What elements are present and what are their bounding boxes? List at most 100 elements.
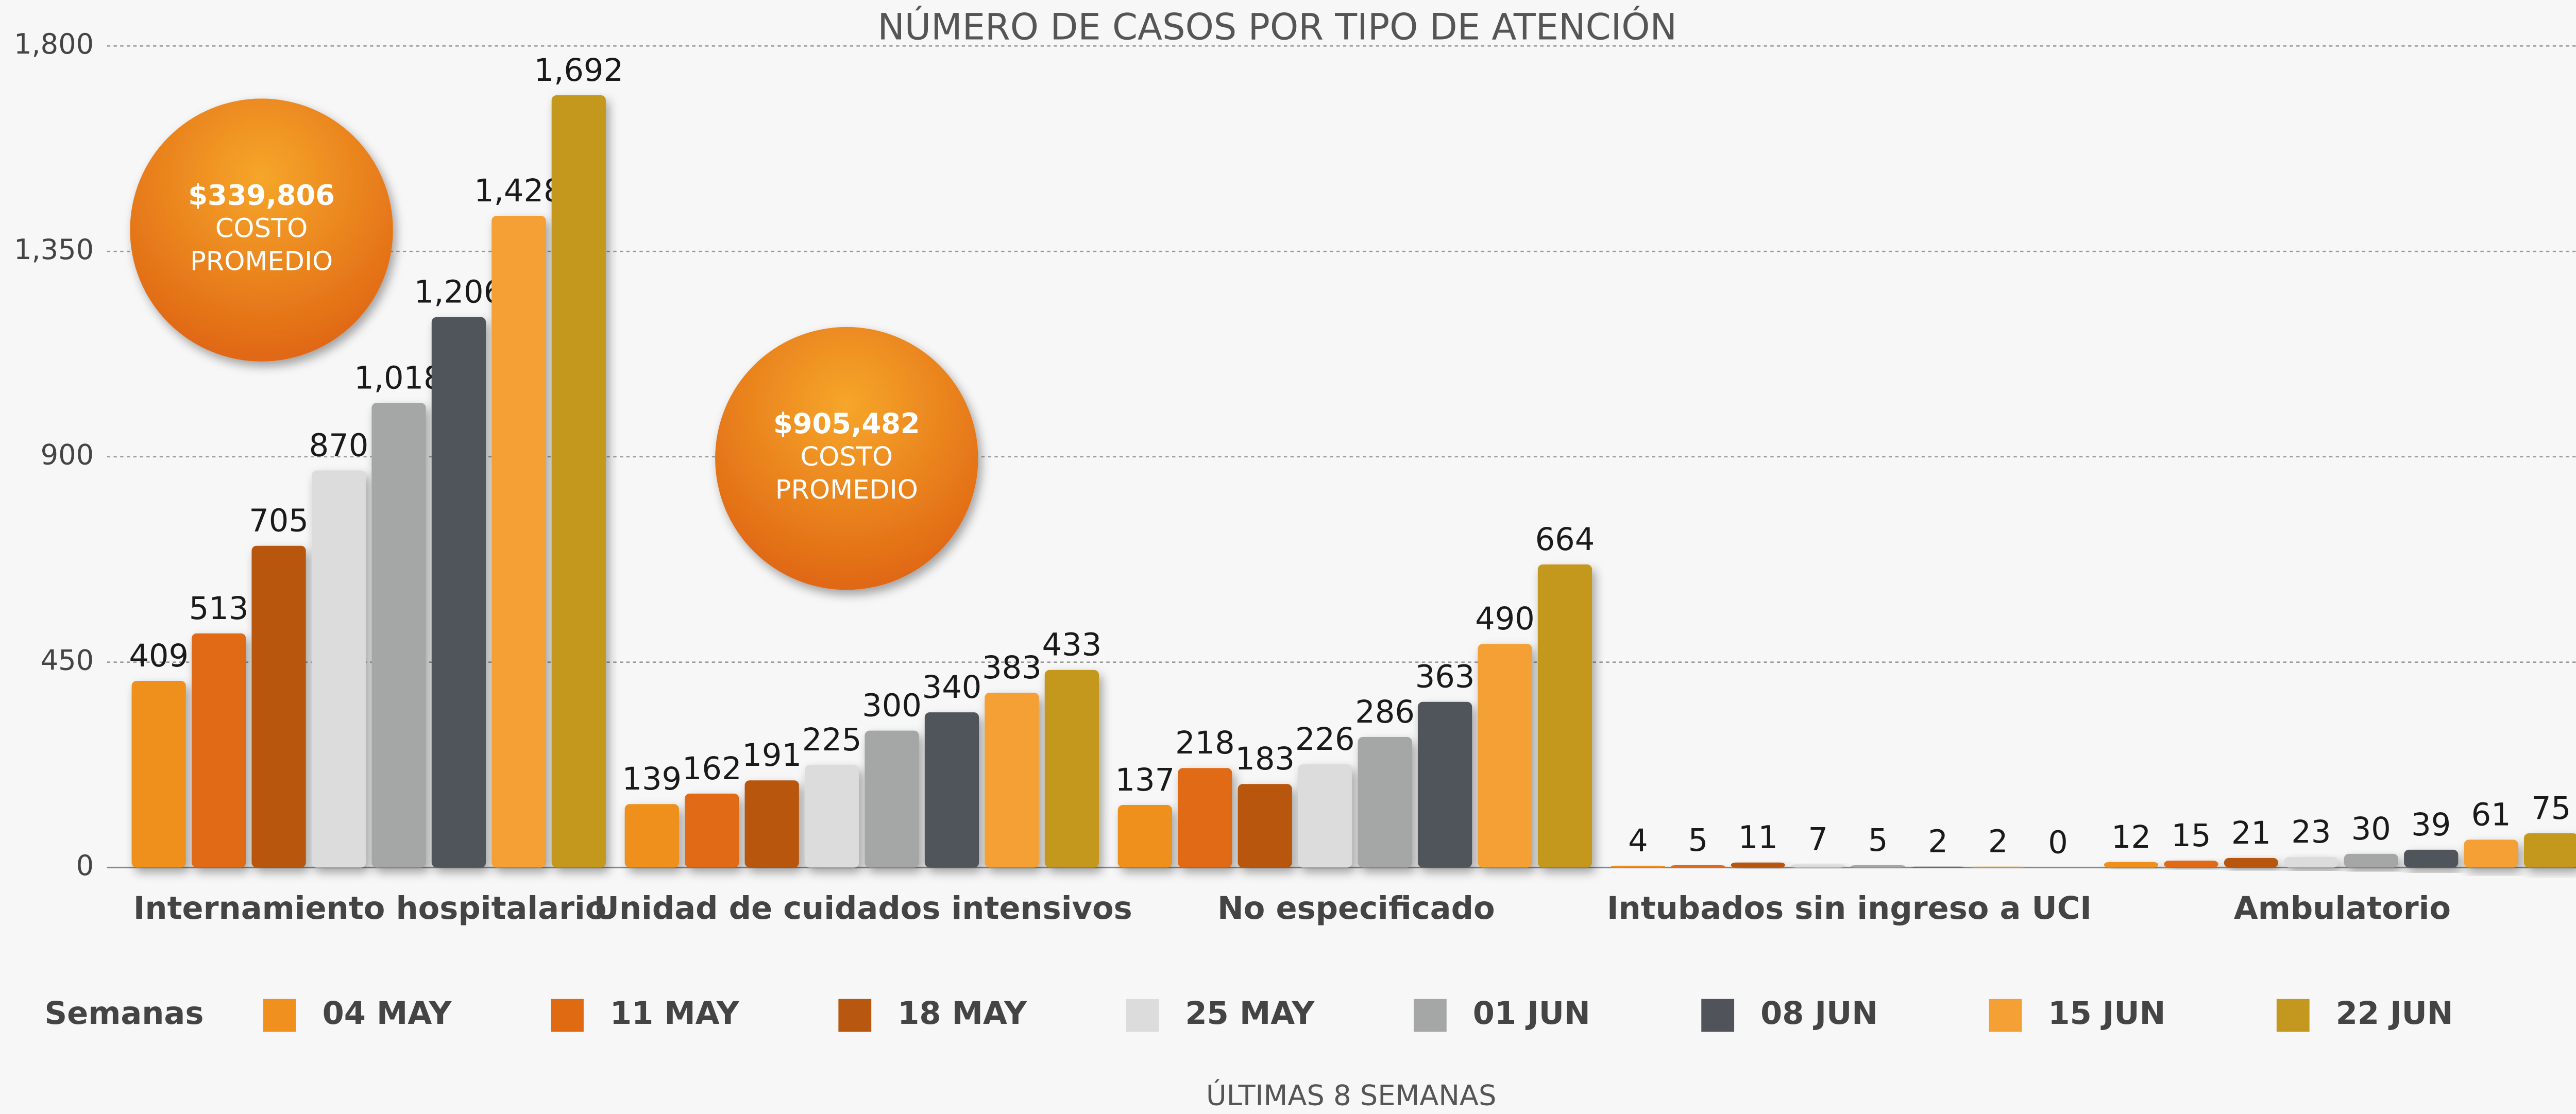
bar [1178,768,1232,868]
legend-swatch [1701,999,1735,1032]
bar [1358,737,1412,868]
y-tick-label: 900 [41,439,94,471]
bar [551,95,606,868]
legend-label: 15 JUN [2048,996,2165,1032]
cost-caption: COSTO [801,442,893,472]
bar [804,765,859,868]
bar [2523,833,2576,868]
data-label: 61 [2471,797,2511,833]
data-label: 2 [1988,824,2008,860]
legend-swatch [551,999,584,1032]
data-label: 12 [2111,819,2151,855]
data-label: 39 [2411,807,2451,843]
data-label: 433 [1042,627,1102,663]
data-label: 5 [1688,822,1708,859]
x-tick-label: Internamiento hospitalario [133,890,607,927]
data-label: 226 [1295,722,1355,758]
data-label: 340 [922,670,982,706]
data-label: 4 [1628,823,1648,859]
bar [1611,865,1666,868]
bar [492,215,546,868]
bar [1044,670,1099,868]
bar [1298,764,1352,868]
bar [1911,866,1965,868]
bar [924,712,979,868]
legend-swatch [263,999,296,1032]
legend-label: 08 JUN [1760,996,1878,1032]
cost-amount: $339,806 [188,179,335,211]
y-tick-label: 450 [41,644,94,676]
legend-label: 22 JUN [2336,996,2453,1032]
cost-caption: COSTO [215,214,308,244]
bar [744,780,799,868]
legend-label: 11 MAY [610,996,740,1032]
chart-title: NÚMERO DE CASOS POR TIPO DE ATENCIÓN [877,6,1677,48]
legend-label: 04 MAY [323,996,452,1032]
bar [1417,701,1472,868]
bar [1791,864,1845,868]
x-axis-label: ÚLTIMAS 8 SEMANAS [1206,1079,1496,1112]
data-label: 870 [309,427,369,464]
data-label: 30 [2351,811,2391,847]
data-label: 11 [1738,820,1778,856]
bar [2224,858,2279,868]
data-label: 162 [682,751,742,787]
data-label: 1,428 [474,173,564,209]
legend-title: Semanas [44,996,204,1032]
bar [2404,849,2459,868]
x-tick-label: Ambulatorio [2234,890,2451,927]
legend-swatch [2276,999,2310,1032]
cost-caption: PROMEDIO [775,475,918,505]
bar [1117,805,1172,868]
x-tick-label: No especificado [1217,890,1495,927]
data-label: 1,018 [354,360,444,396]
data-label: 1,692 [534,53,624,89]
data-label: 705 [249,503,309,539]
bar [1671,865,1725,868]
legend-label: 18 MAY [897,996,1027,1032]
data-label: 15 [2171,818,2211,854]
x-tick-label: Intubados sin ingreso a UCI [1607,890,2092,927]
data-label: 75 [2531,791,2571,827]
legend-swatch [838,999,872,1032]
data-label: 0 [2048,825,2068,861]
x-tick-label: Unidad de cuidados intensivos [594,890,1132,927]
data-label: 5 [1868,822,1888,859]
bar [2164,861,2218,868]
bar [985,693,1039,868]
data-label: 409 [129,638,189,674]
data-label: 286 [1355,694,1415,730]
legend-swatch [1126,999,1159,1032]
bar [1731,862,1785,868]
data-label: 300 [862,688,922,724]
cost-badge [130,98,393,362]
bar [2104,862,2159,868]
bar [2464,839,2518,868]
bar [624,804,679,868]
bar [131,681,186,868]
legend-swatch [1413,999,1447,1032]
cost-caption: PROMEDIO [190,246,333,277]
y-tick-label: 1,800 [14,28,94,60]
bar [1537,564,1592,868]
data-label: 225 [802,722,862,758]
bar [251,545,306,868]
data-label: 7 [1808,821,1828,858]
data-label: 191 [742,738,802,774]
cost-amount: $905,482 [773,407,920,440]
data-label: 183 [1235,741,1295,777]
data-label: 490 [1475,601,1535,637]
bar [1851,865,1905,868]
bar [191,633,246,868]
data-label: 139 [622,761,682,797]
bar [685,793,739,868]
data-label: 513 [189,591,249,627]
legend-swatch [1989,999,2022,1032]
data-label: 664 [1535,522,1595,558]
data-label: 21 [2231,815,2271,851]
bar [371,403,426,868]
bar [311,470,366,868]
